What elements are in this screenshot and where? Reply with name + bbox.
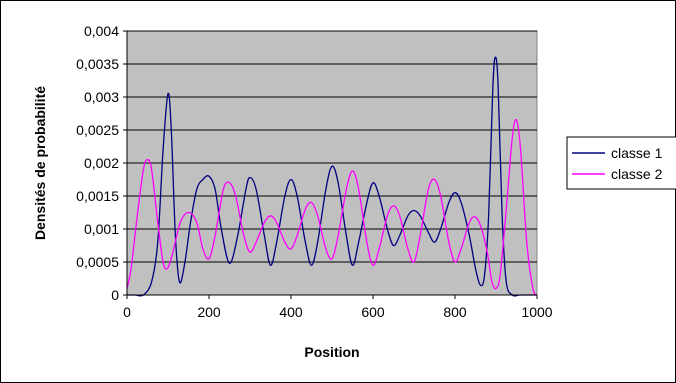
gridlines (127, 30, 537, 263)
series-line-1 (127, 56, 537, 297)
y-axis-title: Densités de probabilité (32, 86, 48, 240)
x-tick-label: 1000 (521, 304, 552, 320)
x-tick-labels: 0 200 400 600 800 1000 (123, 295, 553, 320)
y-tick-label: 0,0035 (76, 56, 119, 72)
x-tick-label: 600 (361, 304, 385, 320)
y-tick-label: 0,003 (84, 89, 119, 105)
legend-label-1: classe 1 (611, 145, 663, 161)
y-tick-label: 0,004 (84, 23, 119, 39)
x-tick-label: 200 (197, 304, 221, 320)
legend: classe 1 classe 2 (566, 136, 676, 190)
series-line-2 (126, 118, 538, 296)
legend-box (566, 136, 676, 190)
y-tick-labels: 0 0,0005 0,001 0,0015 0,002 0,0025 0,003 0,0035… (76, 23, 127, 303)
y-tick-label: 0,0005 (76, 254, 119, 270)
y-tick-label: 0,001 (84, 221, 119, 237)
y-tick-label: 0,002 (84, 155, 119, 171)
x-axis-title: Position (304, 344, 359, 360)
series-layer (126, 56, 538, 297)
x-tick-label: 0 (123, 304, 131, 320)
y-tick-label: 0,0015 (76, 188, 119, 204)
y-tick-label: 0 (111, 287, 119, 303)
x-tick-label: 800 (443, 304, 467, 320)
legend-label-2: classe 2 (611, 166, 663, 182)
y-tick-label: 0,0025 (76, 122, 119, 138)
x-tick-label: 400 (279, 304, 303, 320)
